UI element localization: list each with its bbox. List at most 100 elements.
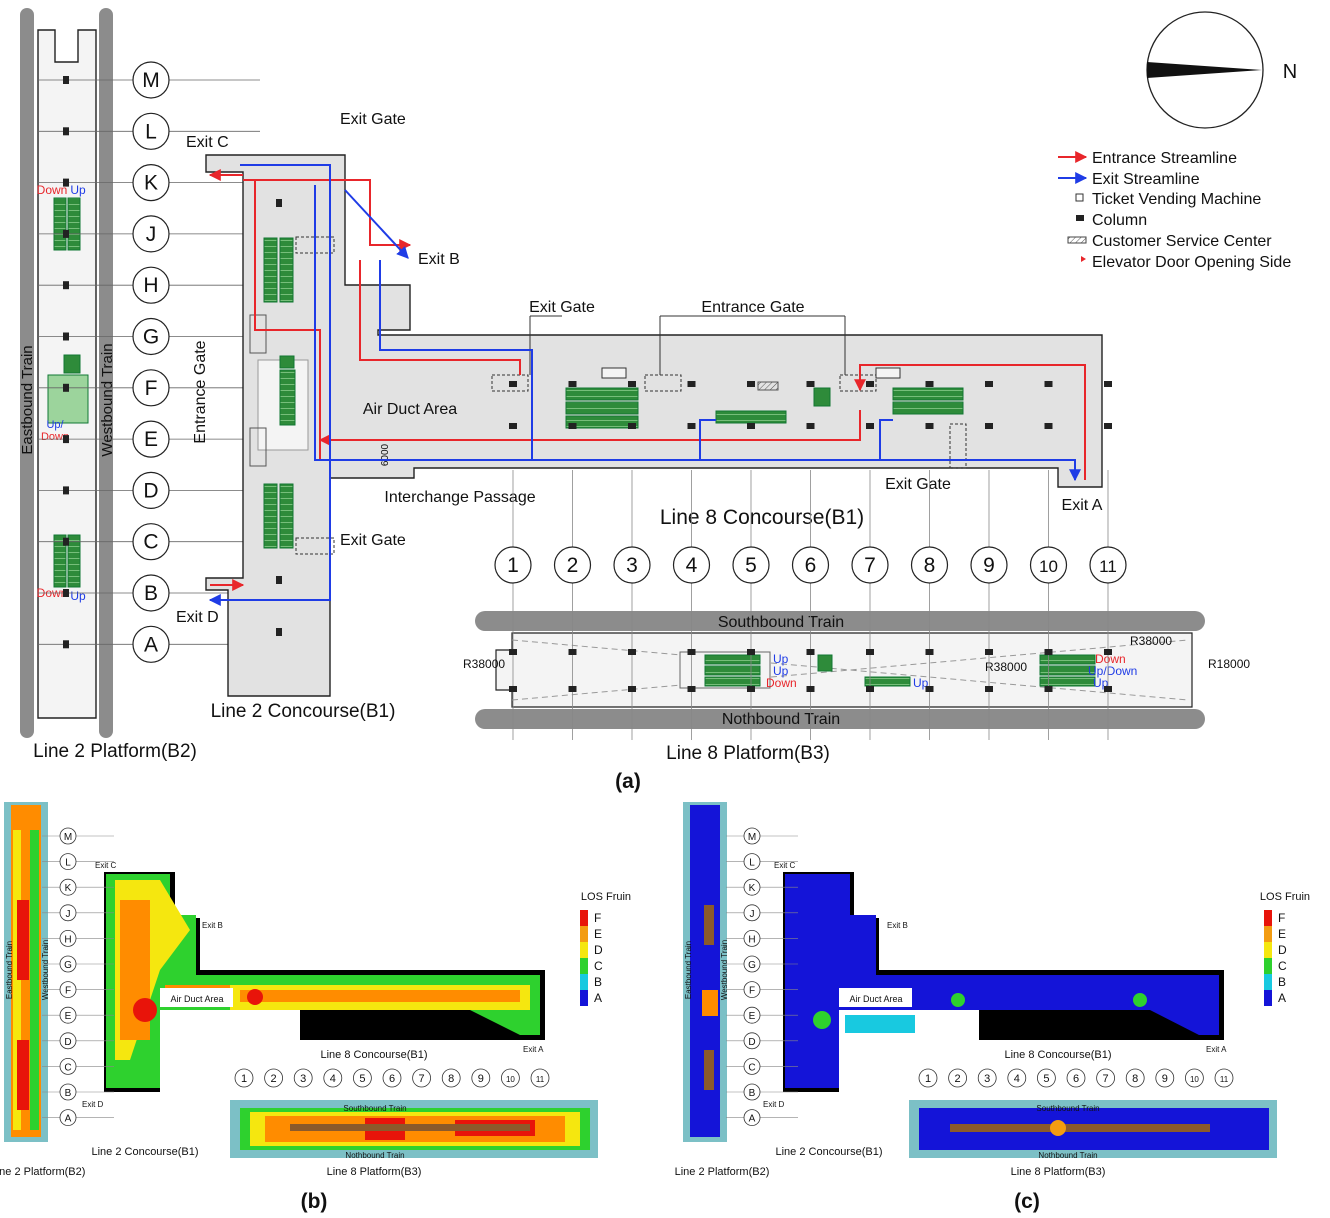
exit-streamline: [344, 189, 409, 259]
los-level-label: C: [1278, 959, 1287, 973]
escalator: [53, 197, 67, 251]
grid-letter-label: M: [64, 832, 72, 843]
legend-label: Customer Service Center: [1092, 233, 1272, 250]
escalator: [263, 237, 278, 303]
southbound-track-bar: [475, 611, 1205, 631]
legend-label: Exit Streamline: [1092, 171, 1200, 188]
los-swatch: [580, 942, 588, 958]
entrance-gate-box: [249, 314, 267, 354]
heat-region: [813, 1011, 831, 1029]
column-icon: [63, 281, 69, 290]
heat-region: [845, 1015, 915, 1033]
stair: [279, 369, 296, 426]
line8-concourse: Exit Gate Entrance Gate Exit Gate Exit A…: [491, 299, 1103, 529]
line8-platform-title: Line 8 Platform(B3): [1011, 1166, 1106, 1178]
grid-letter-label: A: [144, 633, 158, 656]
customer-service-icon: [1067, 236, 1087, 244]
entrance-gate-box: [249, 427, 267, 467]
grid-bubble: [1066, 1068, 1086, 1088]
grid-letter-label: L: [65, 858, 71, 869]
exit-c-label: Exit C: [95, 861, 117, 870]
legend: Entrance Streamline Exit Streamline Tick…: [1058, 150, 1291, 271]
grid-bubble: [132, 164, 170, 202]
los-swatch: [580, 990, 588, 1006]
compass-north-label: N: [1283, 61, 1297, 83]
los-level-label: C: [594, 959, 603, 973]
column-icon: [276, 199, 282, 207]
grid-letter-label: G: [143, 326, 159, 349]
panel-b-caption: (b): [301, 1190, 328, 1213]
exit-c-label: Exit C: [774, 861, 796, 870]
los-swatch: [1264, 910, 1272, 926]
northbound-track-bar: [475, 709, 1205, 729]
escalator: [892, 401, 964, 415]
westbound-label: Westbound Train: [720, 940, 729, 1000]
stair-block: [47, 374, 89, 424]
escalator: [1039, 676, 1096, 687]
grid-number-label: 1: [241, 1073, 247, 1085]
grid-bubble: [59, 1109, 77, 1126]
grid-letter-label: K: [65, 883, 72, 894]
grid-letter-label: J: [146, 223, 157, 246]
column-icon: [866, 423, 874, 429]
grid-letter-label: G: [748, 960, 756, 971]
grid-bubble: [743, 853, 761, 870]
column-icon: [628, 381, 636, 387]
column-icon: [63, 127, 69, 136]
grid-bubble: [132, 266, 170, 304]
grid-bubble: [59, 981, 77, 998]
grid-bubble: [613, 546, 651, 584]
grid-bubble: [59, 1083, 77, 1101]
grid-number-label: 3: [626, 554, 638, 577]
column-icon: [925, 381, 934, 387]
grid-bubble: [743, 1006, 761, 1024]
up-label: Up: [773, 652, 789, 666]
grid-bubble: [530, 1068, 550, 1088]
grid-letter-label: J: [750, 909, 755, 920]
dimension-label: 6000: [380, 443, 391, 466]
grid-letter-label: H: [64, 934, 71, 945]
panel-a-caption: (a): [615, 770, 641, 793]
ticket-vending-machine: [875, 367, 901, 379]
column-icon: [1044, 381, 1053, 387]
grid-bubble: [132, 625, 170, 663]
panel-a-layout-diagram: Eastbound Train Westbound Train Down Up …: [19, 8, 1297, 793]
exit-streamline: [379, 260, 533, 460]
westbound-label: Westbound Train: [99, 343, 116, 456]
exit-b-label: Exit B: [202, 921, 223, 930]
exit-b-label: Exit B: [418, 251, 460, 268]
radius-label: R18000: [1208, 657, 1250, 671]
grid-letter-label: E: [749, 1011, 756, 1022]
exit-c-label: Exit C: [186, 134, 229, 151]
line8-platform-title: Line 8 Platform(B3): [666, 743, 830, 764]
grid-number-label: 10: [1190, 1075, 1199, 1084]
column-icon: [63, 178, 69, 187]
los-level-label: A: [594, 991, 602, 1005]
exit-a-label: Exit A: [1062, 497, 1103, 514]
elevator-door-icon: [1081, 256, 1086, 262]
column-icon: [866, 649, 874, 655]
grid-letter-label: B: [749, 1088, 756, 1099]
guide-line: [511, 639, 1189, 701]
entrance-streamline: [854, 364, 1086, 480]
southbound-label: Southbound Train: [718, 614, 844, 631]
grid-number-label: 9: [478, 1073, 484, 1085]
grid-letter-label: B: [144, 582, 158, 605]
grid-letter-label: F: [145, 377, 158, 400]
down-word-label: Down: [41, 431, 69, 443]
up-down-label: Up/Down: [1088, 664, 1137, 678]
grid-number-label: 6: [1073, 1073, 1079, 1085]
down-label: Down: [1095, 652, 1126, 666]
down-label: Down: [766, 676, 797, 690]
los-level-label: E: [1278, 927, 1286, 941]
grid-bubble: [1037, 1068, 1056, 1088]
exit-gate-box: [295, 537, 335, 555]
line2-concourse-title: Line 2 Concourse(B1): [211, 701, 396, 722]
los-swatch: [1264, 974, 1272, 990]
heat-region: [1050, 1120, 1066, 1136]
line2-platform: Eastbound Train Westbound Train Down Up …: [19, 8, 197, 762]
eastbound-label: Eastbound Train: [5, 941, 14, 999]
grid-bubble: [471, 1068, 491, 1088]
